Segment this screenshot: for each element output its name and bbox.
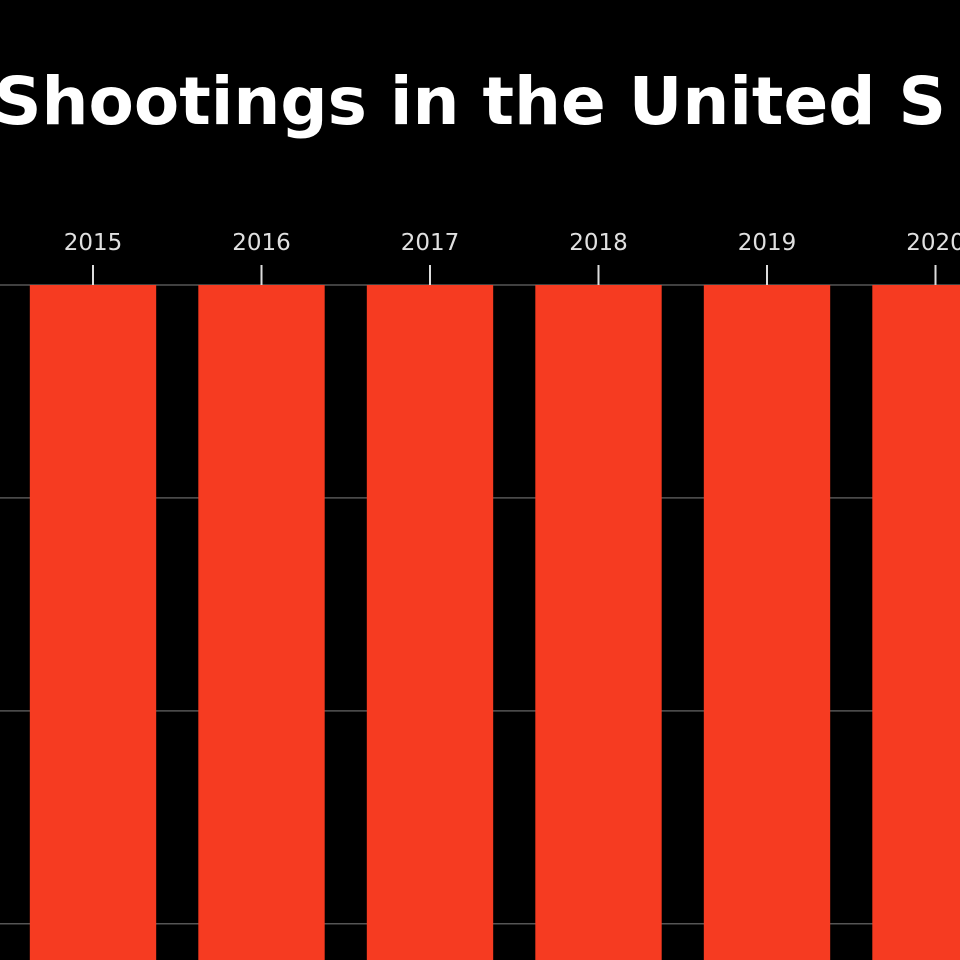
x-tick-label: 2016 bbox=[232, 230, 291, 256]
bar bbox=[535, 285, 662, 960]
x-tick-label: 2019 bbox=[738, 230, 797, 256]
x-tick-label: 2018 bbox=[569, 230, 628, 256]
chart-title: Shootings in the United S bbox=[0, 63, 946, 140]
bar bbox=[198, 285, 325, 960]
bar bbox=[29, 285, 157, 960]
bar bbox=[366, 285, 494, 960]
bar bbox=[703, 285, 831, 960]
x-tick-label: 2017 bbox=[401, 230, 460, 256]
bar bbox=[872, 285, 960, 960]
x-tick-label: 2020 bbox=[906, 230, 960, 256]
x-tick-label: 2015 bbox=[64, 230, 123, 256]
